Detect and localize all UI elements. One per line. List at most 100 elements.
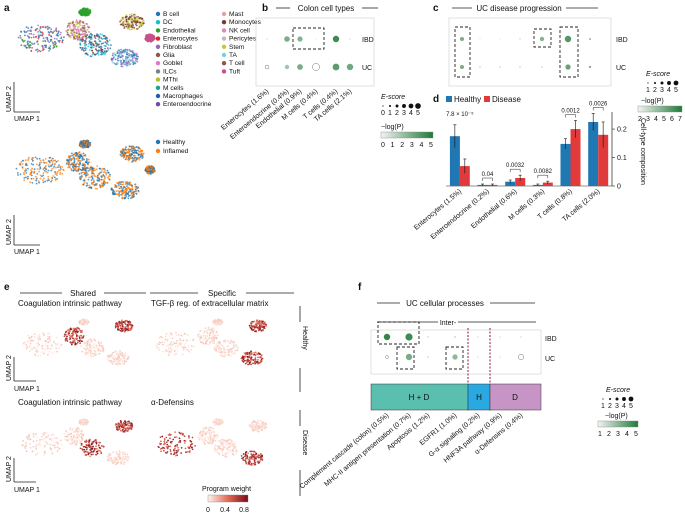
umap-point <box>92 446 94 449</box>
umap-point <box>111 459 113 462</box>
umap-point <box>30 174 33 177</box>
umap-point <box>117 455 120 458</box>
umap-point <box>51 443 54 446</box>
umap-point <box>204 326 207 329</box>
umap-point <box>118 193 120 196</box>
umap-point <box>144 168 147 171</box>
umap-point <box>100 452 103 454</box>
umap-point <box>167 354 170 356</box>
umap-point <box>132 195 135 198</box>
umap-point <box>114 186 116 188</box>
umap-point <box>229 348 231 351</box>
umap-point <box>36 50 39 53</box>
legend-swatch <box>155 139 161 145</box>
umap-point <box>114 424 117 426</box>
umap-point <box>225 455 228 458</box>
umap-point <box>23 344 25 346</box>
umap-point <box>64 438 67 441</box>
legend-swatch <box>155 20 161 25</box>
umap-point <box>81 157 84 160</box>
umap-point <box>160 450 162 453</box>
umap-point <box>90 442 93 445</box>
umap-point <box>215 437 217 439</box>
umap-point <box>135 19 138 22</box>
umap-point <box>46 179 49 182</box>
cell-type-legend: B cellDCEndothelialEnterocytesFibroblast… <box>155 11 262 108</box>
umap-point <box>202 429 205 432</box>
umap-point <box>83 179 86 182</box>
umap-point <box>72 154 75 156</box>
umap-point <box>124 352 127 354</box>
umap-point <box>50 347 53 349</box>
umap-point <box>77 38 80 40</box>
umap-point <box>79 440 81 442</box>
umap-point <box>130 191 133 194</box>
umap-point <box>88 10 91 13</box>
umap-point <box>113 461 116 464</box>
umap-point <box>76 162 78 165</box>
umap-point <box>42 174 44 177</box>
umap-point <box>127 428 130 431</box>
umap-point <box>69 25 71 28</box>
umap-point <box>36 351 38 354</box>
umap-point <box>106 37 108 40</box>
umap-point <box>230 351 232 353</box>
umap-point <box>91 182 93 185</box>
umap-point <box>211 439 214 442</box>
umap-point <box>53 37 56 40</box>
umap-point <box>201 438 204 440</box>
umap-point <box>138 158 141 161</box>
umap-point <box>82 336 84 338</box>
umap-point <box>159 448 162 450</box>
umap-point <box>87 11 89 14</box>
umap-point <box>263 322 266 325</box>
umap-point <box>45 343 47 345</box>
umap-point <box>86 451 88 454</box>
umap-point <box>122 321 125 324</box>
umap-point <box>36 452 39 455</box>
umap-point <box>217 343 219 346</box>
umap-point <box>124 158 127 161</box>
umap-point <box>147 170 149 173</box>
umap-point <box>98 441 101 444</box>
umap-point <box>85 454 87 457</box>
legend-label: DC <box>163 19 173 26</box>
umap-point <box>39 159 42 162</box>
umap-point <box>209 341 211 343</box>
umap-point <box>176 454 179 456</box>
umap-point <box>182 347 185 350</box>
umap-point <box>217 321 220 324</box>
umap-point <box>89 338 91 341</box>
umap-point <box>21 167 24 169</box>
umap-point <box>85 344 88 347</box>
umap-point <box>158 341 161 344</box>
umap-point <box>233 447 236 450</box>
umap-point <box>136 187 139 190</box>
umap-point <box>152 34 154 37</box>
umap-point <box>82 33 85 36</box>
umap-point <box>63 36 65 39</box>
umap-point <box>36 173 39 175</box>
umap-point <box>113 350 116 353</box>
significance-bracket <box>565 114 576 118</box>
umap-point <box>120 358 122 361</box>
umap-point <box>185 451 187 453</box>
umap-point <box>43 48 45 51</box>
umap-point <box>169 450 172 453</box>
umap-point <box>234 452 237 455</box>
umap-point <box>146 40 149 43</box>
umap-point <box>61 172 64 175</box>
umap-point <box>35 448 38 450</box>
umap-point <box>103 53 106 55</box>
umap-point <box>121 362 124 365</box>
umap-point <box>87 178 90 181</box>
umap-point <box>39 27 42 30</box>
umap-point <box>214 318 216 321</box>
legend-swatch <box>155 93 161 99</box>
umap-point <box>116 461 119 464</box>
umap-point <box>67 24 69 27</box>
umap-point <box>179 339 182 342</box>
umap-point <box>81 24 84 27</box>
umap-point <box>77 433 80 436</box>
